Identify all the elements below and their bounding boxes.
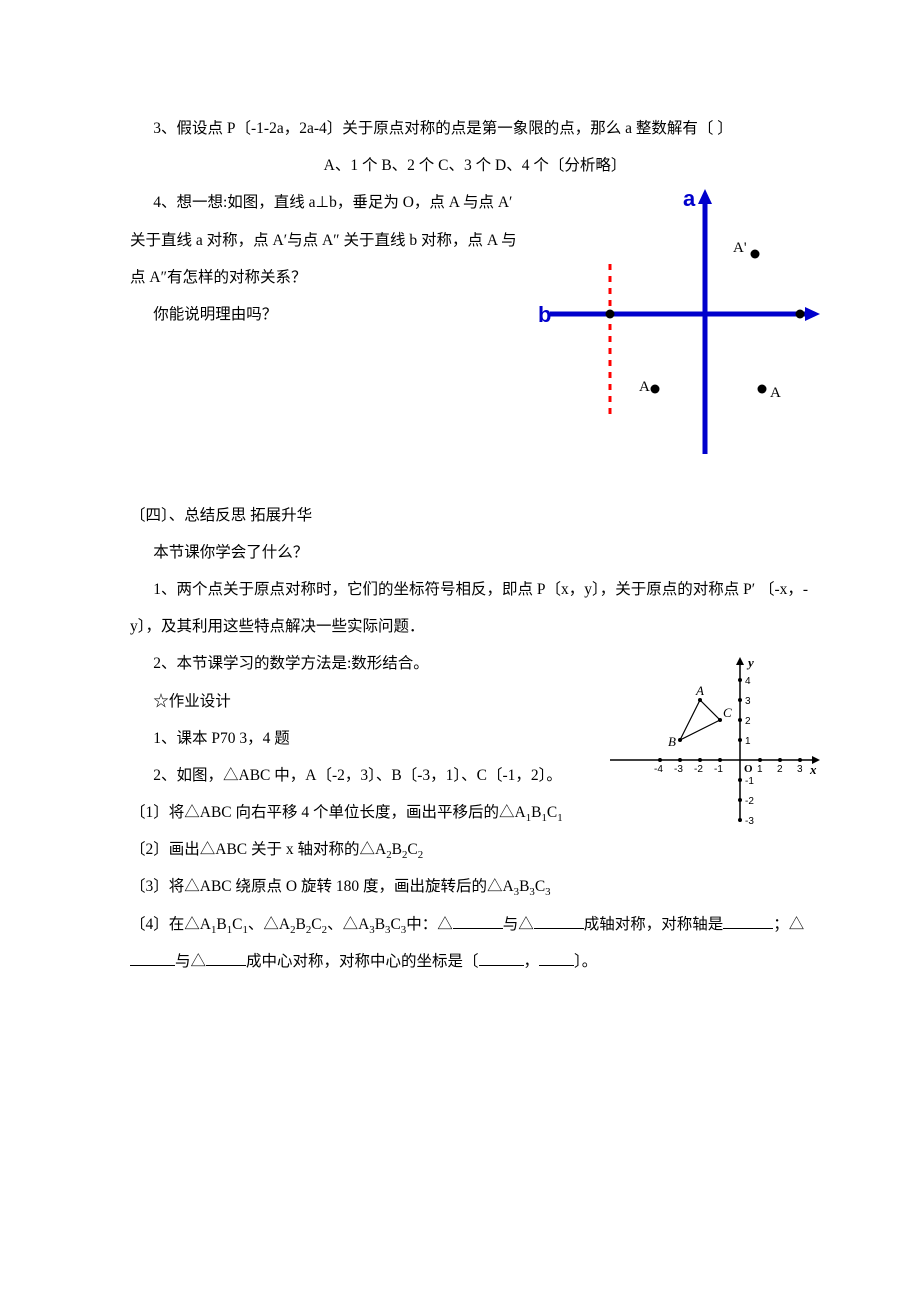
svg-text:A: A <box>695 683 704 698</box>
question-3: 3、假设点 P〔-1-2a，2a-4〕关于原点对称的点是第一象限的点，那么 a … <box>130 110 820 147</box>
homework-block: -4-3-2-1123-3-2-11234OxyABC 2、本节课学习的数学方法… <box>130 645 820 980</box>
diagram-perpendicular-lines: a b A' A A <box>530 184 820 459</box>
blank-5 <box>206 949 246 966</box>
svg-text:4: 4 <box>745 676 751 687</box>
svg-text:A: A <box>770 385 781 401</box>
svg-text:b: b <box>538 302 551 327</box>
blank-1 <box>453 912 503 929</box>
svg-text:3: 3 <box>745 696 751 707</box>
svg-text:-3: -3 <box>745 816 754 825</box>
hw-sub-4: 〔4〕在△A1B1C1、△A2B2C2、△A3B3C3中：△与△成轴对称，对称轴… <box>130 906 820 980</box>
q3-options: A、1 个 B、2 个 C、3 个 D、4 个〔分析略〕 <box>130 147 820 184</box>
blank-7 <box>539 949 574 966</box>
svg-text:-4: -4 <box>654 764 663 775</box>
q3-text: 3、假设点 P〔-1-2a，2a-4〕关于原点对称的点是第一象限的点，那么 a … <box>153 120 733 137</box>
hw-sub-2: 〔2〕画出△ABC 关于 x 轴对称的△A2B2C2 <box>130 831 820 868</box>
svg-text:A': A' <box>733 240 747 256</box>
blank-6 <box>479 949 524 966</box>
svg-text:-1: -1 <box>745 776 754 787</box>
svg-text:A: A <box>639 379 650 395</box>
svg-text:a: a <box>683 186 696 211</box>
svg-text:1: 1 <box>745 736 751 747</box>
svg-text:C: C <box>723 705 732 720</box>
section-4-question: 本节课你学会了什么？ <box>130 534 820 571</box>
svg-text:-2: -2 <box>694 764 703 775</box>
section-4-title: 〔四〕、总结反思 拓展升华 <box>130 497 820 534</box>
svg-text:B: B <box>668 734 676 749</box>
svg-text:2: 2 <box>745 716 751 727</box>
svg-text:x: x <box>809 762 817 777</box>
svg-text:2: 2 <box>777 764 783 775</box>
svg-text:-1: -1 <box>714 764 723 775</box>
blank-3 <box>723 912 773 929</box>
hw-sub-3: 〔3〕将△ABC 绕原点 O 旋转 180 度，画出旋转后的△A3B3C3 <box>130 868 820 905</box>
blank-4 <box>130 949 175 966</box>
blank-2 <box>534 912 584 929</box>
question-4-block: abA'AA 4、想一想:如图，直线 a⊥b，垂足为 O，点 A 与点 A′ 关… <box>130 184 820 459</box>
diagram-coordinate-plane: -4-3-2-1123-3-2-11234OxyABC <box>605 655 820 825</box>
svg-text:-3: -3 <box>674 764 683 775</box>
svg-text:1: 1 <box>757 764 763 775</box>
svg-text:3: 3 <box>797 764 803 775</box>
section-4-p1: 1、两个点关于原点对称时，它们的坐标符号相反，即点 P〔x，y〕，关于原点的对称… <box>130 571 820 645</box>
svg-text:O: O <box>744 763 753 775</box>
svg-text:y: y <box>746 655 754 670</box>
svg-text:-2: -2 <box>745 796 754 807</box>
